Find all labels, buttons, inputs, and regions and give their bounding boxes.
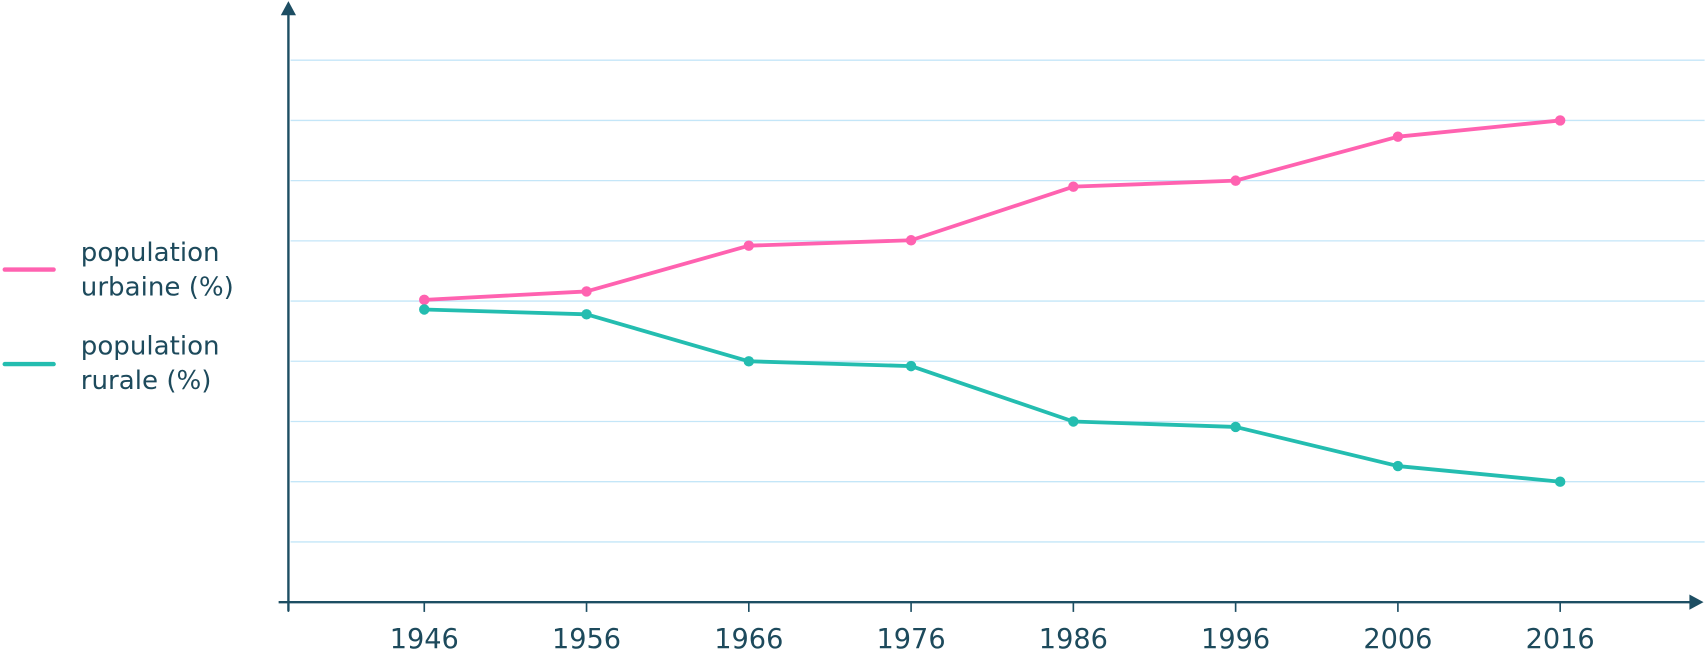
data-point-urbaine-1986 (1068, 181, 1079, 192)
x-tick-label: 1996 (1201, 624, 1270, 655)
legend-item-urbaine: population urbaine (%) (2, 238, 234, 303)
data-point-rurale-2006 (1392, 460, 1404, 472)
x-axis-arrow-icon (1689, 594, 1704, 610)
x-tick-label: 1966 (714, 624, 783, 655)
legend: population urbaine (%) population rurale… (2, 238, 234, 396)
legend-label-line2: rurale (%) (81, 366, 212, 396)
data-point-urbaine-2016 (1554, 115, 1566, 126)
legend-label-line1: population (81, 331, 220, 361)
axes (278, 1, 1704, 611)
legend-item-rurale: population rurale (%) (2, 331, 220, 396)
legend-label-line2: urbaine (%) (81, 273, 234, 303)
x-ticks: 1946 1956 1966 1976 1986 1996 2006 2016 (287, 602, 1595, 655)
data-point-urbaine-1976 (905, 235, 917, 246)
gridlines (290, 59, 1705, 543)
data-point-urbaine-1996 (1230, 175, 1241, 186)
data-point-rurale-1996 (1230, 421, 1241, 433)
data-point-urbaine-1966 (743, 240, 755, 251)
x-tick-label: 2006 (1363, 624, 1432, 655)
x-tick-label: 1986 (1039, 624, 1108, 655)
x-tick-label: 1976 (877, 624, 946, 655)
data-point-rurale-1966 (743, 356, 755, 367)
x-tick-label: 1946 (390, 624, 459, 655)
series-line-urbaine (424, 118, 1561, 302)
data-point-rurale-1976 (905, 360, 917, 372)
legend-label-line1: population (81, 238, 220, 268)
data-point-rurale-1986 (1068, 416, 1079, 427)
data-point-urbaine-2006 (1392, 131, 1404, 142)
series (419, 115, 1566, 487)
y-axis-arrow-icon (280, 1, 297, 16)
series-urbaine (419, 115, 1566, 306)
data-point-rurale-1946 (419, 304, 430, 315)
x-tick-label: 2016 (1526, 624, 1595, 655)
data-point-rurale-2016 (1554, 476, 1566, 487)
series-rurale (419, 304, 1566, 487)
x-tick-label: 1956 (552, 624, 621, 655)
data-point-urbaine-1956 (581, 286, 592, 297)
series-line-rurale (424, 307, 1561, 484)
data-point-urbaine-1946 (419, 294, 430, 306)
data-point-rurale-1956 (581, 309, 592, 320)
